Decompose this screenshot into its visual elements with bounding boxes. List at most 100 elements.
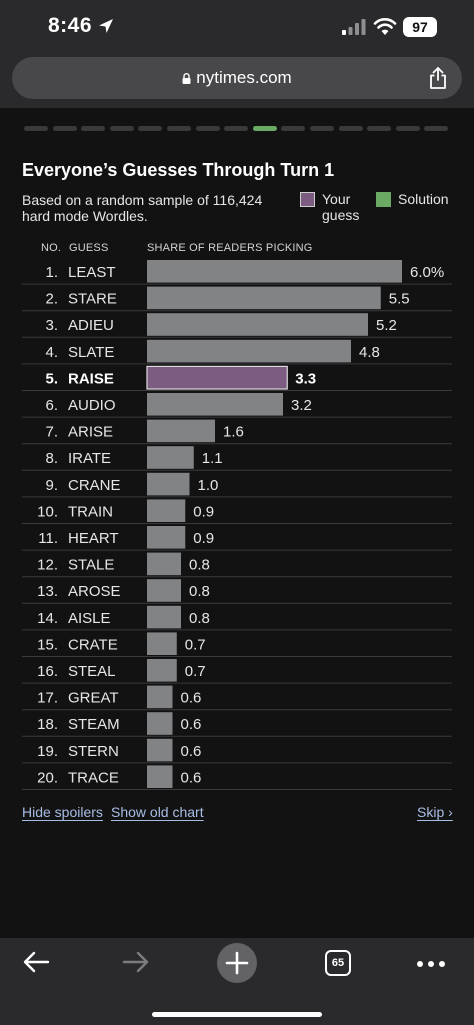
value-label: 4.8 bbox=[359, 344, 380, 361]
progress-segment bbox=[81, 126, 106, 131]
rank-label: 20. bbox=[37, 769, 58, 786]
location-arrow-icon bbox=[99, 19, 113, 33]
rank-label: 7. bbox=[45, 424, 58, 441]
cellular-signal-icon bbox=[342, 19, 366, 35]
progress-segment bbox=[281, 126, 306, 131]
bar bbox=[147, 579, 181, 602]
guess-label: IRATE bbox=[68, 450, 111, 467]
guess-label: STARE bbox=[68, 291, 117, 308]
chart-subtitle: Based on a random sample of 116,424 hard… bbox=[22, 192, 263, 224]
progress-segment bbox=[424, 126, 449, 131]
guess-label: CRATE bbox=[68, 636, 118, 653]
progress-segment bbox=[24, 126, 48, 131]
value-label: 5.2 bbox=[376, 317, 397, 334]
bar bbox=[147, 632, 177, 655]
skip-link[interactable]: Skip › bbox=[417, 804, 453, 820]
bar bbox=[147, 339, 351, 363]
value-label: 0.8 bbox=[189, 583, 210, 600]
value-label: 0.6 bbox=[181, 716, 202, 733]
rank-label: 13. bbox=[37, 583, 58, 600]
value-label: 0.9 bbox=[193, 503, 214, 520]
tabs-button[interactable]: 65 bbox=[325, 950, 351, 976]
turn-progress bbox=[24, 126, 450, 131]
rank-label: 18. bbox=[37, 716, 58, 733]
value-label: 0.8 bbox=[189, 610, 210, 627]
bar bbox=[147, 499, 186, 522]
progress-segment bbox=[52, 126, 77, 131]
rank-label: 9. bbox=[45, 477, 58, 494]
your-guess-swatch bbox=[300, 192, 315, 207]
guess-label: AROSE bbox=[68, 583, 121, 600]
home-indicator bbox=[152, 1012, 322, 1017]
value-label: 0.6 bbox=[181, 743, 202, 760]
progress-segment bbox=[167, 126, 191, 131]
guess-label: TRAIN bbox=[68, 503, 113, 520]
value-label: 1.0 bbox=[198, 477, 219, 494]
column-header-guess: GUESS bbox=[69, 242, 109, 254]
legend-your-guess-label: Your guess bbox=[322, 191, 360, 223]
forward-arrow-icon[interactable] bbox=[122, 950, 150, 974]
guess-label: HEART bbox=[68, 530, 119, 547]
status-bar: 8:46 97 bbox=[0, 0, 474, 54]
progress-segment bbox=[252, 126, 277, 131]
plus-icon bbox=[225, 951, 249, 975]
more-options-icon[interactable] bbox=[416, 960, 446, 968]
bar bbox=[147, 526, 186, 549]
guess-share-chart: 1. LEAST 6.0% 2. STARE 5.5 3. ADIEU 5.2 4. SLATE 4.… bbox=[22, 260, 452, 790]
bar bbox=[147, 605, 181, 629]
value-label: 0.8 bbox=[189, 557, 210, 574]
value-label: 0.7 bbox=[185, 663, 206, 680]
url-display[interactable]: nytimes.com bbox=[12, 68, 462, 88]
progress-segment bbox=[195, 126, 220, 131]
bar bbox=[147, 313, 368, 336]
browser-address-area: nytimes.com bbox=[0, 54, 474, 108]
rank-label: 11. bbox=[38, 530, 58, 547]
bar bbox=[147, 738, 173, 762]
rank-label: 15. bbox=[37, 636, 58, 653]
address-bar[interactable]: nytimes.com bbox=[12, 57, 462, 99]
guess-label: GREAT bbox=[68, 690, 119, 707]
column-header-share: SHARE OF READERS PICKING bbox=[147, 242, 313, 254]
guess-label: STEAM bbox=[68, 716, 120, 733]
rank-label: 14. bbox=[37, 610, 58, 627]
share-icon[interactable] bbox=[428, 67, 448, 89]
rank-label: 3. bbox=[45, 317, 58, 334]
bar bbox=[147, 552, 181, 576]
rank-label: 10. bbox=[37, 503, 58, 520]
progress-segment bbox=[310, 126, 334, 131]
guess-label: STERN bbox=[68, 743, 119, 760]
value-label: 0.7 bbox=[185, 636, 206, 653]
back-arrow-icon[interactable] bbox=[22, 950, 50, 974]
guess-label: ARISE bbox=[68, 424, 113, 441]
url-text: nytimes.com bbox=[196, 68, 292, 87]
progress-segment bbox=[138, 126, 163, 131]
hide-spoilers-link[interactable]: Hide spoilers bbox=[22, 804, 103, 820]
rank-label: 2. bbox=[45, 291, 58, 308]
show-old-chart-link[interactable]: Show old chart bbox=[111, 804, 204, 820]
progress-segment bbox=[395, 126, 420, 131]
rank-label: 8. bbox=[45, 450, 58, 467]
rank-label: 4. bbox=[45, 344, 58, 361]
guess-label: STEAL bbox=[68, 663, 116, 680]
bar bbox=[147, 659, 177, 682]
guess-label: ADIEU bbox=[68, 317, 114, 334]
rank-label: 19. bbox=[37, 743, 58, 760]
wifi-icon bbox=[373, 18, 397, 35]
guess-label: RAISE bbox=[68, 370, 114, 387]
guess-label: LEAST bbox=[68, 264, 116, 281]
value-label: 1.6 bbox=[223, 424, 244, 441]
value-label: 5.5 bbox=[389, 291, 410, 308]
column-header-no: NO. bbox=[41, 242, 62, 254]
rank-label: 1. bbox=[45, 264, 58, 281]
bar bbox=[147, 393, 283, 416]
value-label: 0.6 bbox=[181, 690, 202, 707]
chart-title: Everyone’s Guesses Through Turn 1 bbox=[22, 160, 335, 180]
legend-solution-label: Solution bbox=[398, 191, 449, 207]
browser-toolbar: 65 bbox=[0, 938, 474, 1025]
progress-segment bbox=[109, 126, 134, 131]
progress-segment bbox=[367, 126, 392, 131]
guess-label: STALE bbox=[68, 557, 114, 574]
new-tab-button[interactable] bbox=[217, 943, 257, 983]
value-label: 0.6 bbox=[181, 769, 202, 786]
bar bbox=[147, 765, 173, 788]
